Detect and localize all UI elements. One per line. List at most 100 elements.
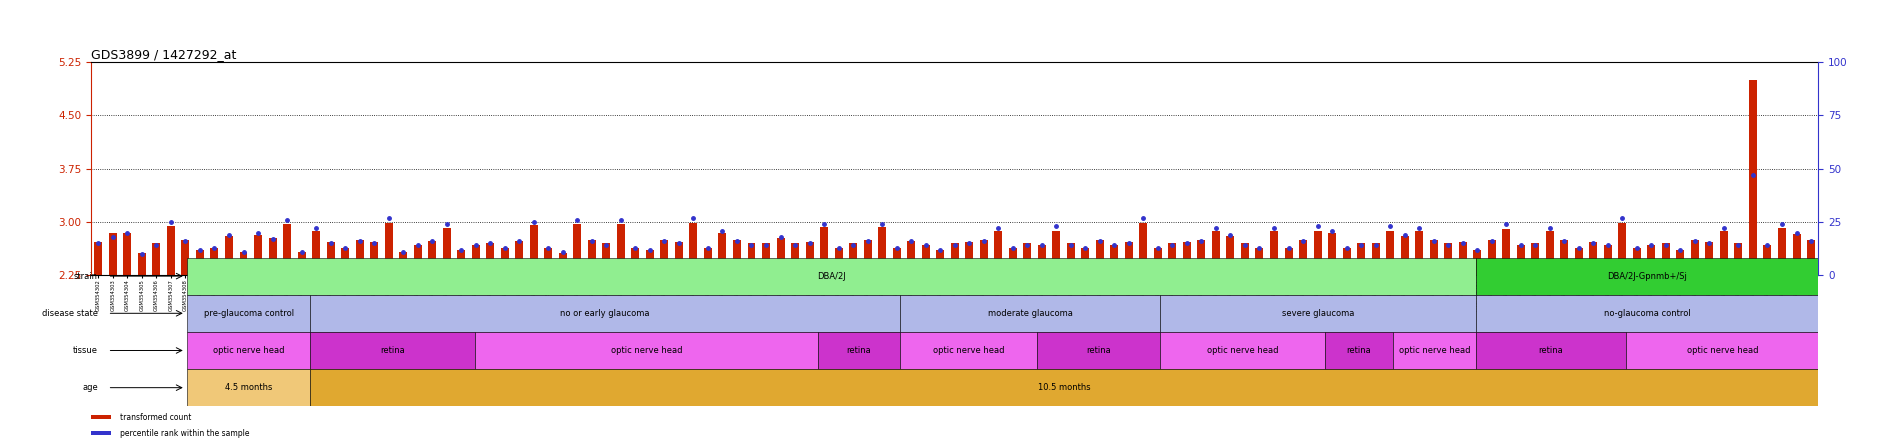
Bar	[182, 240, 190, 275]
Bar	[1763, 245, 1771, 275]
Bar	[167, 226, 175, 275]
Bar	[342, 248, 349, 275]
Text: GDS3899 / 1427292_at: GDS3899 / 1427292_at	[91, 48, 237, 61]
Bar	[311, 369, 1818, 406]
Bar	[617, 224, 624, 275]
Bar	[514, 241, 524, 275]
Bar	[1036, 332, 1160, 369]
Bar	[645, 250, 655, 275]
Bar	[1663, 243, 1670, 275]
Bar	[995, 231, 1002, 275]
Bar	[188, 258, 1475, 295]
Bar	[311, 332, 474, 369]
Bar	[1386, 230, 1395, 275]
Text: pre-glaucoma control: pre-glaucoma control	[203, 309, 294, 318]
Bar	[1475, 295, 1818, 332]
Bar	[1126, 242, 1133, 275]
Bar	[1706, 242, 1714, 275]
Bar	[1110, 245, 1118, 275]
Bar	[661, 240, 668, 275]
Bar	[311, 295, 900, 332]
Bar	[1475, 258, 1818, 295]
Bar	[355, 240, 364, 275]
Text: retina: retina	[847, 346, 871, 355]
Bar	[1023, 243, 1031, 275]
Bar	[805, 242, 814, 275]
Bar	[1401, 236, 1408, 275]
Bar	[1139, 223, 1148, 275]
Bar	[188, 295, 311, 332]
Bar	[632, 248, 640, 275]
Bar	[588, 240, 596, 275]
Bar	[226, 236, 233, 275]
Bar	[1095, 240, 1105, 275]
Text: 4.5 months: 4.5 months	[226, 383, 273, 392]
Bar	[820, 227, 828, 275]
Bar	[298, 252, 306, 275]
Bar	[1325, 332, 1393, 369]
Bar	[385, 223, 393, 275]
Bar	[1298, 240, 1308, 275]
Bar	[1154, 248, 1162, 275]
Bar	[152, 243, 161, 275]
Bar	[879, 227, 886, 275]
Bar	[1213, 231, 1220, 275]
Text: optic nerve head: optic nerve head	[213, 346, 285, 355]
Bar	[1720, 231, 1727, 275]
Bar	[211, 248, 218, 275]
Text: optic nerve head: optic nerve head	[611, 346, 681, 355]
Bar	[689, 223, 697, 275]
Bar	[922, 245, 930, 275]
Bar	[95, 242, 102, 275]
Text: optic nerve head: optic nerve head	[1207, 346, 1279, 355]
Bar	[239, 252, 247, 275]
Bar	[936, 250, 943, 275]
Bar	[1560, 240, 1568, 275]
Bar	[1198, 240, 1205, 275]
Bar	[1647, 245, 1655, 275]
Bar	[1429, 240, 1437, 275]
Bar	[835, 248, 843, 275]
Bar	[1632, 248, 1642, 275]
Bar	[91, 431, 110, 436]
Bar	[486, 243, 493, 275]
Bar	[1051, 230, 1061, 275]
Bar	[1313, 230, 1321, 275]
Bar	[1676, 250, 1684, 275]
Bar	[1241, 243, 1249, 275]
Bar	[457, 250, 465, 275]
Bar	[1501, 229, 1511, 275]
Bar	[188, 369, 311, 406]
Bar	[195, 250, 203, 275]
Bar	[188, 332, 311, 369]
Bar	[1270, 231, 1277, 275]
Bar	[558, 253, 568, 275]
Bar	[676, 242, 683, 275]
Bar	[1342, 248, 1351, 275]
Bar	[1372, 243, 1380, 275]
Bar	[776, 238, 784, 275]
Bar	[1778, 228, 1786, 275]
Bar	[1160, 295, 1475, 332]
Bar	[545, 248, 552, 275]
Text: tissue: tissue	[72, 346, 99, 355]
Bar	[1575, 248, 1583, 275]
Bar	[1008, 248, 1017, 275]
Bar	[900, 295, 1160, 332]
Bar	[1460, 242, 1467, 275]
Bar	[254, 235, 262, 275]
Bar	[530, 225, 537, 275]
Bar	[442, 228, 450, 275]
Bar	[602, 243, 611, 275]
Text: DBA/2J-Gpnmb+/Sj: DBA/2J-Gpnmb+/Sj	[1608, 272, 1687, 281]
Bar	[1444, 243, 1452, 275]
Bar	[1357, 243, 1365, 275]
Bar	[139, 253, 146, 275]
Text: retina: retina	[1086, 346, 1110, 355]
Bar	[1082, 248, 1089, 275]
Bar	[951, 243, 958, 275]
Bar	[864, 240, 871, 275]
Bar	[268, 238, 277, 275]
Bar	[311, 231, 321, 275]
Text: retina: retina	[380, 346, 404, 355]
